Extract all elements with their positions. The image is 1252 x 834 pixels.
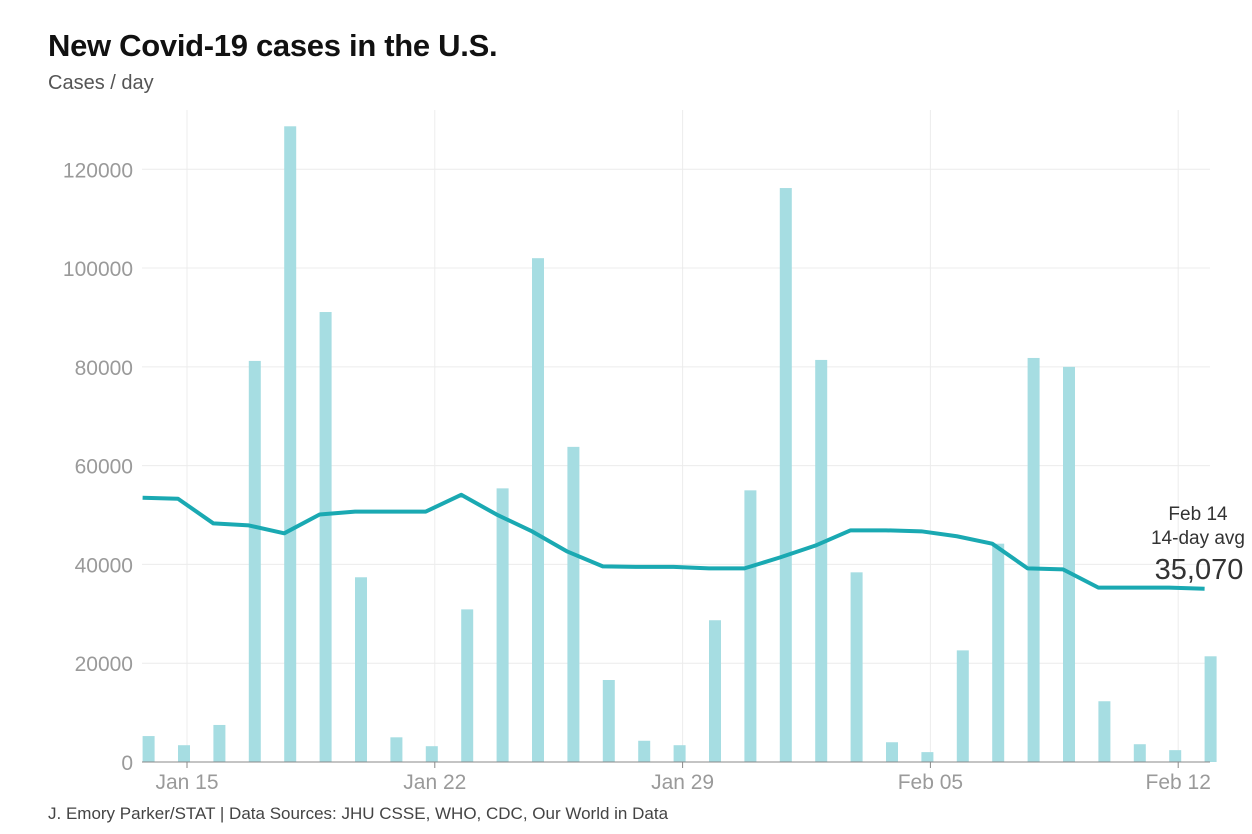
bar bbox=[815, 359, 828, 762]
bar bbox=[567, 446, 580, 762]
y-tick-label: 40000 bbox=[75, 554, 133, 577]
bar bbox=[886, 742, 898, 762]
bar bbox=[390, 737, 403, 762]
bar bbox=[1063, 366, 1075, 762]
bar bbox=[1169, 750, 1182, 762]
y-tick-label: 120000 bbox=[63, 159, 133, 182]
y-tick-label: 60000 bbox=[75, 456, 133, 479]
bar bbox=[496, 488, 509, 762]
bar bbox=[1133, 744, 1146, 762]
annotation-label: 14-day avg bbox=[1151, 528, 1245, 549]
x-tick-label: Jan 15 bbox=[155, 771, 218, 794]
bar bbox=[602, 680, 615, 762]
x-tick-label: Jan 29 bbox=[651, 771, 714, 794]
bar bbox=[850, 572, 863, 762]
source-footer: J. Emory Parker/STAT | Data Sources: JHU… bbox=[48, 804, 669, 823]
x-tick-label: Feb 05 bbox=[898, 771, 963, 794]
bar bbox=[709, 620, 721, 762]
bar bbox=[284, 126, 297, 763]
bar bbox=[921, 752, 934, 762]
bar bbox=[1027, 357, 1040, 762]
y-tick-label: 100000 bbox=[63, 258, 133, 281]
bar bbox=[248, 360, 261, 762]
bar bbox=[638, 740, 651, 762]
chart-title: New Covid-19 cases in the U.S. bbox=[48, 28, 498, 63]
annotation-value: 35,070 bbox=[1155, 554, 1244, 586]
bar bbox=[992, 543, 1005, 762]
y-tick-label: 0 bbox=[121, 752, 133, 775]
bar bbox=[1098, 701, 1111, 762]
bar bbox=[532, 258, 544, 762]
y-tick-label: 20000 bbox=[75, 653, 133, 676]
x-tick-label: Feb 12 bbox=[1146, 771, 1211, 794]
bar bbox=[1204, 656, 1217, 762]
bar bbox=[319, 312, 332, 762]
bar bbox=[956, 650, 969, 762]
x-tick-label: Jan 22 bbox=[403, 771, 466, 794]
bar bbox=[425, 746, 438, 762]
bar bbox=[178, 745, 190, 762]
annotation-date: Feb 14 bbox=[1168, 504, 1228, 525]
bar bbox=[744, 490, 757, 762]
avg-line bbox=[142, 492, 1205, 591]
bar bbox=[779, 188, 792, 762]
y-tick-label: 80000 bbox=[75, 357, 133, 380]
chart-subtitle: Cases / day bbox=[48, 72, 154, 94]
bar bbox=[355, 577, 367, 762]
bar bbox=[461, 609, 474, 762]
bar bbox=[673, 745, 686, 762]
bar bbox=[213, 724, 226, 762]
bar bbox=[142, 736, 155, 762]
